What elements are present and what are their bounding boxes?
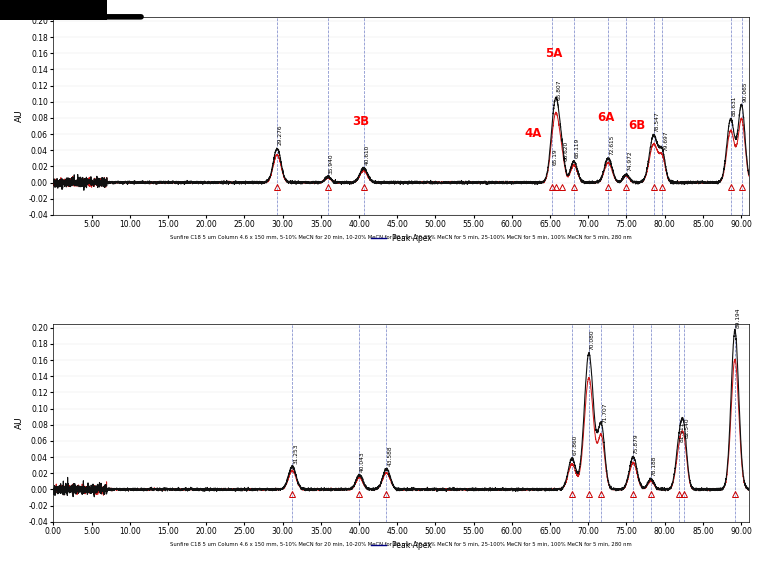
Y-axis label: AU: AU	[15, 109, 24, 122]
Text: 68.119: 68.119	[575, 138, 580, 158]
Text: 43.588: 43.588	[387, 445, 392, 466]
Text: 40.043: 40.043	[360, 451, 365, 472]
Text: 78.188: 78.188	[652, 455, 656, 476]
Text: 90.065: 90.065	[743, 82, 747, 103]
Text: 70.080: 70.080	[590, 330, 594, 351]
Legend: Peak Apex: Peak Apex	[367, 231, 435, 246]
Text: 4A: 4A	[525, 127, 542, 140]
Text: 79.697: 79.697	[663, 131, 668, 151]
Text: 71.707: 71.707	[602, 403, 607, 423]
Text: Sunfire C18 5 um Column 4.6 x 150 mm, 5-10% MeCN for 20 min, 10-20% MeCN for 60 : Sunfire C18 5 um Column 4.6 x 150 mm, 5-…	[170, 541, 632, 546]
Text: 66.620: 66.620	[563, 141, 568, 162]
Text: 65.19: 65.19	[552, 148, 557, 165]
Text: 40.610: 40.610	[364, 144, 370, 165]
Text: 89.194: 89.194	[736, 307, 740, 328]
Text: 31.253: 31.253	[293, 443, 298, 463]
Text: 81.911: 81.911	[680, 421, 685, 442]
Text: 35.940: 35.940	[329, 153, 334, 173]
Text: 5A: 5A	[545, 47, 562, 59]
Text: 29.276: 29.276	[278, 125, 283, 145]
Text: Sunfire C18 5 um Column 4.6 x 150 mm, 5-10% MeCN for 20 min, 10-20% MeCN for 60 : Sunfire C18 5 um Column 4.6 x 150 mm, 5-…	[170, 234, 632, 240]
Text: 6A: 6A	[597, 111, 614, 123]
Text: 75.879: 75.879	[634, 433, 639, 454]
Text: 67.860: 67.860	[573, 435, 578, 456]
Legend: Peak Apex: Peak Apex	[367, 537, 435, 553]
Text: 88.631: 88.631	[731, 96, 736, 116]
Text: 72.615: 72.615	[609, 135, 614, 155]
Text: 82.540: 82.540	[685, 417, 690, 438]
Text: 65.807: 65.807	[557, 80, 562, 100]
Text: 74.972: 74.972	[627, 150, 632, 171]
Text: 3B: 3B	[352, 114, 369, 127]
Text: 6B: 6B	[628, 118, 645, 132]
Text: 78.547: 78.547	[654, 112, 659, 132]
Y-axis label: AU: AU	[15, 416, 24, 429]
